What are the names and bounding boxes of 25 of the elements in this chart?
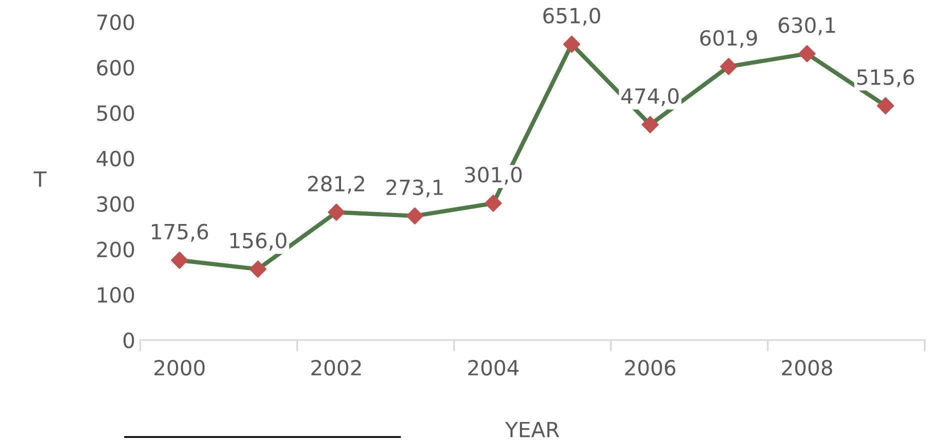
x-tick-label: 2002	[311, 360, 361, 376]
y-tick-label: 200	[97, 242, 134, 258]
y-tick-label: 700	[97, 14, 134, 30]
data-label: 651,0	[543, 8, 600, 26]
data-label: 273,1	[386, 179, 443, 198]
x-tick-label: 2008	[782, 360, 832, 376]
data-label: 175,6	[152, 224, 208, 242]
y-tick-label: 500	[97, 105, 134, 122]
x-tick-label: 2006	[625, 360, 676, 376]
x-tick-label: 2004	[468, 360, 519, 376]
y-tick-label: 100	[98, 287, 134, 303]
y-tick-label: 400	[96, 150, 134, 166]
data-label: 601,9	[700, 30, 757, 48]
y-tick-label: 300	[97, 196, 134, 212]
data-label: 474,0	[621, 88, 679, 106]
data-label: 515,6	[857, 69, 914, 88]
data-label: 156,0	[230, 232, 286, 251]
data-label: 630,1	[778, 17, 835, 36]
x-axis-title: YEAR	[505, 422, 560, 438]
y-axis-title: T	[34, 172, 46, 187]
data-label: 301,0	[465, 166, 522, 185]
y-tick-label: 0	[124, 332, 134, 348]
data-label: 281,2	[308, 176, 364, 194]
x-tick-label: 2000	[154, 360, 205, 376]
y-tick-label: 600	[97, 60, 134, 76]
